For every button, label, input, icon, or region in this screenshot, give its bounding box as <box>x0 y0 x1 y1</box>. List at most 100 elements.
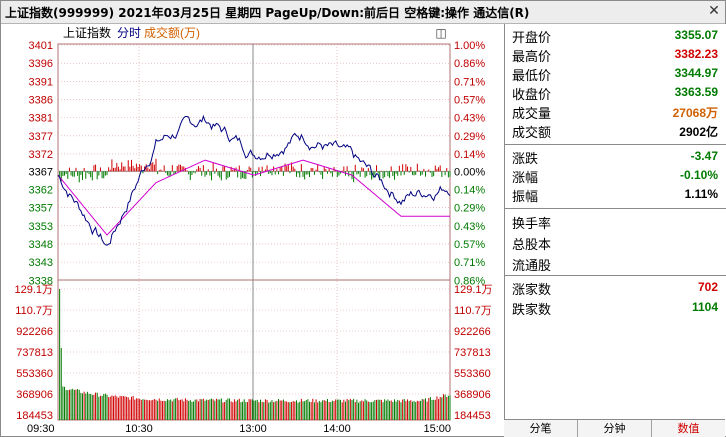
open-row: 开盘价 3355.07 <box>505 26 726 46</box>
tab-ticks[interactable]: 分笔 <box>504 420 578 437</box>
turnover-row: 换手率 <box>505 212 726 232</box>
open-value: 3355.07 <box>674 28 718 42</box>
high-value: 3382.23 <box>674 47 718 61</box>
chart-canvas[interactable]: 上证指数 分时 成交额(万) ◫ 3401 1.00% 3396 0.86% 3391 0.71%… <box>1 24 503 436</box>
volume-tick-label: 184453 <box>16 410 53 422</box>
volume-tick-label: 553360 <box>16 368 53 380</box>
pct-label: 涨幅 <box>512 171 539 186</box>
detail-tabs: 分笔 分钟 数值 <box>504 419 725 437</box>
decliners-value: 1104 <box>691 300 718 314</box>
price-tick-label: 3357 <box>29 203 53 215</box>
pct-tick-label: 0.71% <box>454 257 485 269</box>
volume-tick-label: 922266 <box>16 326 53 338</box>
time-tick-label: 09:30 <box>27 423 55 435</box>
total-shares-row: 总股本 <box>505 233 726 253</box>
amplitude-row: 振幅 1.11% <box>505 185 726 205</box>
legend-timeshare: 分时 <box>117 26 141 40</box>
plot-frame <box>57 43 451 421</box>
volume-tick-label: 922266 <box>454 326 491 338</box>
volume-row: 成交量 27068万 <box>505 102 726 122</box>
volume-tick-label: 129.1万 <box>454 284 493 296</box>
change-value: -3.47 <box>690 149 718 163</box>
pct-tick-label: 0.29% <box>454 131 485 143</box>
decliners-label: 跌家数 <box>512 303 552 318</box>
float-shares-row: 流通股 <box>505 254 726 274</box>
layout-toggle-icon[interactable]: ◫ <box>435 26 446 40</box>
pct-tick-label: 0.86% <box>454 275 485 287</box>
change-label: 涨跌 <box>512 152 539 167</box>
intraday-chart[interactable]: 上证指数 分时 成交额(万) ◫ 3401 1.00% 3396 0.86% 3391 0.71%… <box>1 24 503 436</box>
panel-divider <box>505 275 726 276</box>
legend-index-name: 上证指数 <box>63 25 111 40</box>
tab-values[interactable]: 数值 <box>677 422 700 435</box>
price-tick-label: 3348 <box>29 239 53 251</box>
price-tick-label: 3353 <box>29 221 53 233</box>
change-row: 涨跌 -3.47 <box>505 147 726 167</box>
index-price-line <box>57 114 451 246</box>
volume-tick-label: 553360 <box>454 368 491 380</box>
volume-tick-label: 368906 <box>454 389 491 401</box>
advancers-row: 涨家数 702 <box>505 278 726 298</box>
pct-tick-label: 0.71% <box>454 76 485 88</box>
decliners-row: 跌家数 1104 <box>505 298 726 318</box>
pct-tick-label: 0.57% <box>454 239 485 251</box>
volume-tick-label: 129.1万 <box>14 284 53 296</box>
advancers-label: 涨家数 <box>512 283 552 298</box>
float-shares-label: 流通股 <box>512 259 552 274</box>
pct-value: -0.10% <box>679 168 718 182</box>
legend-volume: 成交额(万) <box>144 25 200 40</box>
price-tick-label: 3343 <box>29 257 53 269</box>
tab-minutes[interactable]: 分钟 <box>578 420 652 437</box>
title-bar: 上证指数(999999) 2021年03月25日 星期四 PageUp/Down… <box>1 1 725 24</box>
close-row: 收盘价 3363.59 <box>505 83 726 103</box>
price-tick-label: 3381 <box>29 113 53 125</box>
amount-label: 成交额 <box>512 126 552 141</box>
volume-tick-label: 368906 <box>16 389 53 401</box>
time-tick-label: 14:00 <box>323 423 351 435</box>
time-tick-label: 15:00 <box>423 423 451 435</box>
amount-row: 成交额 2902亿 <box>505 121 726 141</box>
price-tick-label: 3386 <box>29 94 53 106</box>
pct-row: 涨幅 -0.10% <box>505 166 726 186</box>
close-icon[interactable]: ✕ <box>708 3 720 19</box>
close-value: 3363.59 <box>674 85 718 99</box>
pct-tick-label: 1.00% <box>454 40 485 52</box>
volume-tick-label: 110.7万 <box>454 305 492 317</box>
advancers-value: 702 <box>697 280 718 294</box>
volume-label: 成交量 <box>512 107 552 122</box>
pct-tick-label: 0.86% <box>454 58 485 70</box>
base-pct-label: 0.00% <box>454 166 485 178</box>
volume-value: 27068万 <box>672 106 718 120</box>
volume-tick-label: 737813 <box>16 347 53 359</box>
turnover-label: 换手率 <box>512 217 552 232</box>
price-tick-label: 3391 <box>29 76 53 88</box>
time-tick-label: 10:30 <box>125 423 153 435</box>
pct-tick-label: 0.14% <box>454 149 485 161</box>
pct-tick-label: 0.57% <box>454 94 485 106</box>
price-tick-label: 3396 <box>29 58 53 70</box>
price-tick-label: 3372 <box>29 149 53 161</box>
average-price-line <box>57 159 450 236</box>
volume-tick-label: 737813 <box>454 347 491 359</box>
quote-panel: 开盘价 3355.07 最高价 3382.23 最低价 3344.97 收盘价 … <box>504 24 726 436</box>
pct-tick-label: 0.43% <box>454 113 485 125</box>
volume-tick-label: 110.7万 <box>15 305 53 317</box>
open-label: 开盘价 <box>512 31 552 46</box>
time-tick-label: 13:00 <box>239 423 267 435</box>
pct-tick-label: 0.29% <box>454 203 485 215</box>
pct-tick-label: 0.14% <box>454 185 485 197</box>
price-tick-label: 3362 <box>29 185 53 197</box>
panel-divider <box>505 208 726 209</box>
window-title: 上证指数(999999) 2021年03月25日 星期四 PageUp/Down… <box>5 6 530 20</box>
low-value: 3344.97 <box>674 66 718 80</box>
amplitude-label: 振幅 <box>512 190 539 205</box>
close-label: 收盘价 <box>512 88 552 103</box>
amplitude-value: 1.11% <box>684 187 718 201</box>
high-row: 最高价 3382.23 <box>505 45 726 65</box>
base-price-label: 3367 <box>29 166 53 178</box>
low-label: 最低价 <box>512 69 552 84</box>
volume-tick-label: 184453 <box>454 410 491 422</box>
total-shares-label: 总股本 <box>512 238 552 253</box>
panel-divider <box>505 144 726 145</box>
